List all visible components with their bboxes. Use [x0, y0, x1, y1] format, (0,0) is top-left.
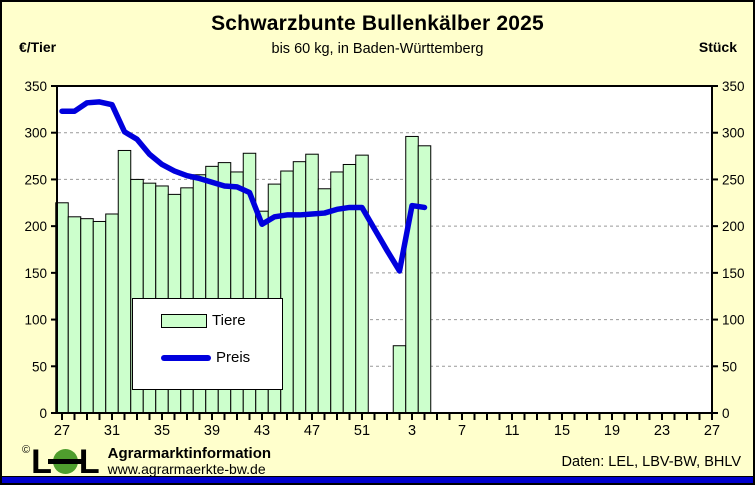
y-axis-label-right-300: 300: [722, 126, 745, 141]
logo-org-name: Agrarmarktinformation: [107, 445, 272, 462]
y-axis-label-right-250: 250: [722, 172, 745, 187]
bar-week-46: [292, 161, 307, 414]
plot-border: [56, 85, 713, 414]
left-axis-unit-label: €/Tier: [19, 39, 57, 55]
copyright-symbol: ©: [22, 444, 31, 456]
x-axis-label-7: 7: [458, 423, 466, 439]
x-axis-label-3: 3: [408, 423, 416, 439]
logo-letter-l2: L: [78, 442, 100, 481]
logo-url: www.agrarmaerkte-bw.de: [107, 461, 266, 477]
y-axis-label-left-50: 50: [32, 359, 47, 374]
price-line: [59, 99, 428, 274]
x-axis-label-35: 35: [154, 423, 170, 439]
x-axis-label-31: 31: [104, 423, 120, 439]
x-axis-label-15: 15: [554, 423, 570, 439]
x-axis-label-47: 47: [304, 423, 320, 439]
right-axis-unit-label: Stück: [698, 39, 737, 55]
x-axis-label-51: 51: [354, 423, 370, 439]
legend: Tiere Preis: [132, 298, 283, 390]
bottom-blue-strip: [2, 476, 753, 483]
y-axis-label-left-300: 300: [24, 126, 47, 141]
bar-week-47: [305, 153, 319, 414]
legend-label-preis: Preis: [216, 349, 251, 366]
chart-title: Schwarzbunte Bullenkälber 2025: [211, 12, 544, 35]
legend-item-preis: Preis: [161, 349, 250, 366]
bar-week-2: [392, 345, 407, 414]
bar-week-30: [92, 220, 107, 414]
bar-week-50: [342, 163, 357, 414]
y-axis-label-left-150: 150: [24, 266, 47, 281]
bar-week-48: [317, 188, 332, 414]
bar-week-4: [417, 145, 432, 414]
x-axis-label-27: 27: [54, 423, 70, 439]
x-axis-label-39: 39: [204, 423, 220, 439]
x-axis-label-19: 19: [604, 423, 620, 439]
y-axis-label-left-0: 0: [39, 406, 47, 421]
y-axis-label-left-250: 250: [24, 172, 47, 187]
data-source-note: Daten: LEL, LBV-BW, BHLV: [561, 454, 741, 470]
x-axis-label-11: 11: [504, 423, 519, 439]
y-axis-label-right-100: 100: [722, 313, 745, 328]
y-axis-label-right-0: 0: [722, 406, 730, 421]
legend-item-tiere: Tiere: [161, 312, 246, 329]
legend-label-tiere: Tiere: [212, 312, 246, 329]
bar-week-28: [67, 216, 82, 414]
y-axis-label-right-350: 350: [722, 79, 745, 94]
chart-subtitle: bis 60 kg, in Baden-Württemberg: [271, 41, 484, 57]
bar-week-32: [117, 149, 132, 414]
tiere-bar-swatch: [161, 313, 207, 328]
preis-line-swatch: [161, 354, 211, 361]
y-axis-label-left-100: 100: [24, 313, 47, 328]
logo-bar-icon: [47, 459, 83, 464]
y-axis-label-right-150: 150: [722, 266, 745, 281]
bar-week-31: [105, 213, 119, 414]
lel-logo: © L L Agrarmarktinformation www.agrarmae…: [22, 442, 271, 481]
bar-week-3: [405, 135, 419, 414]
x-axis-label-43: 43: [254, 423, 270, 439]
logo-text-block: Agrarmarktinformation www.agrarmaerkte-b…: [108, 446, 271, 477]
bar-week-51: [355, 154, 369, 414]
logo-letter-l1: L: [31, 442, 52, 481]
y-axis-label-left-200: 200: [24, 219, 47, 234]
x-axis-label-27: 27: [704, 423, 720, 439]
y-axis-label-left-350: 350: [24, 79, 47, 94]
y-axis-label-right-50: 50: [722, 359, 737, 374]
logo-green-disc-icon: [47, 449, 83, 474]
bar-week-29: [80, 218, 94, 414]
y-axis-label-right-200: 200: [722, 219, 745, 234]
x-axis-label-23: 23: [654, 423, 670, 439]
